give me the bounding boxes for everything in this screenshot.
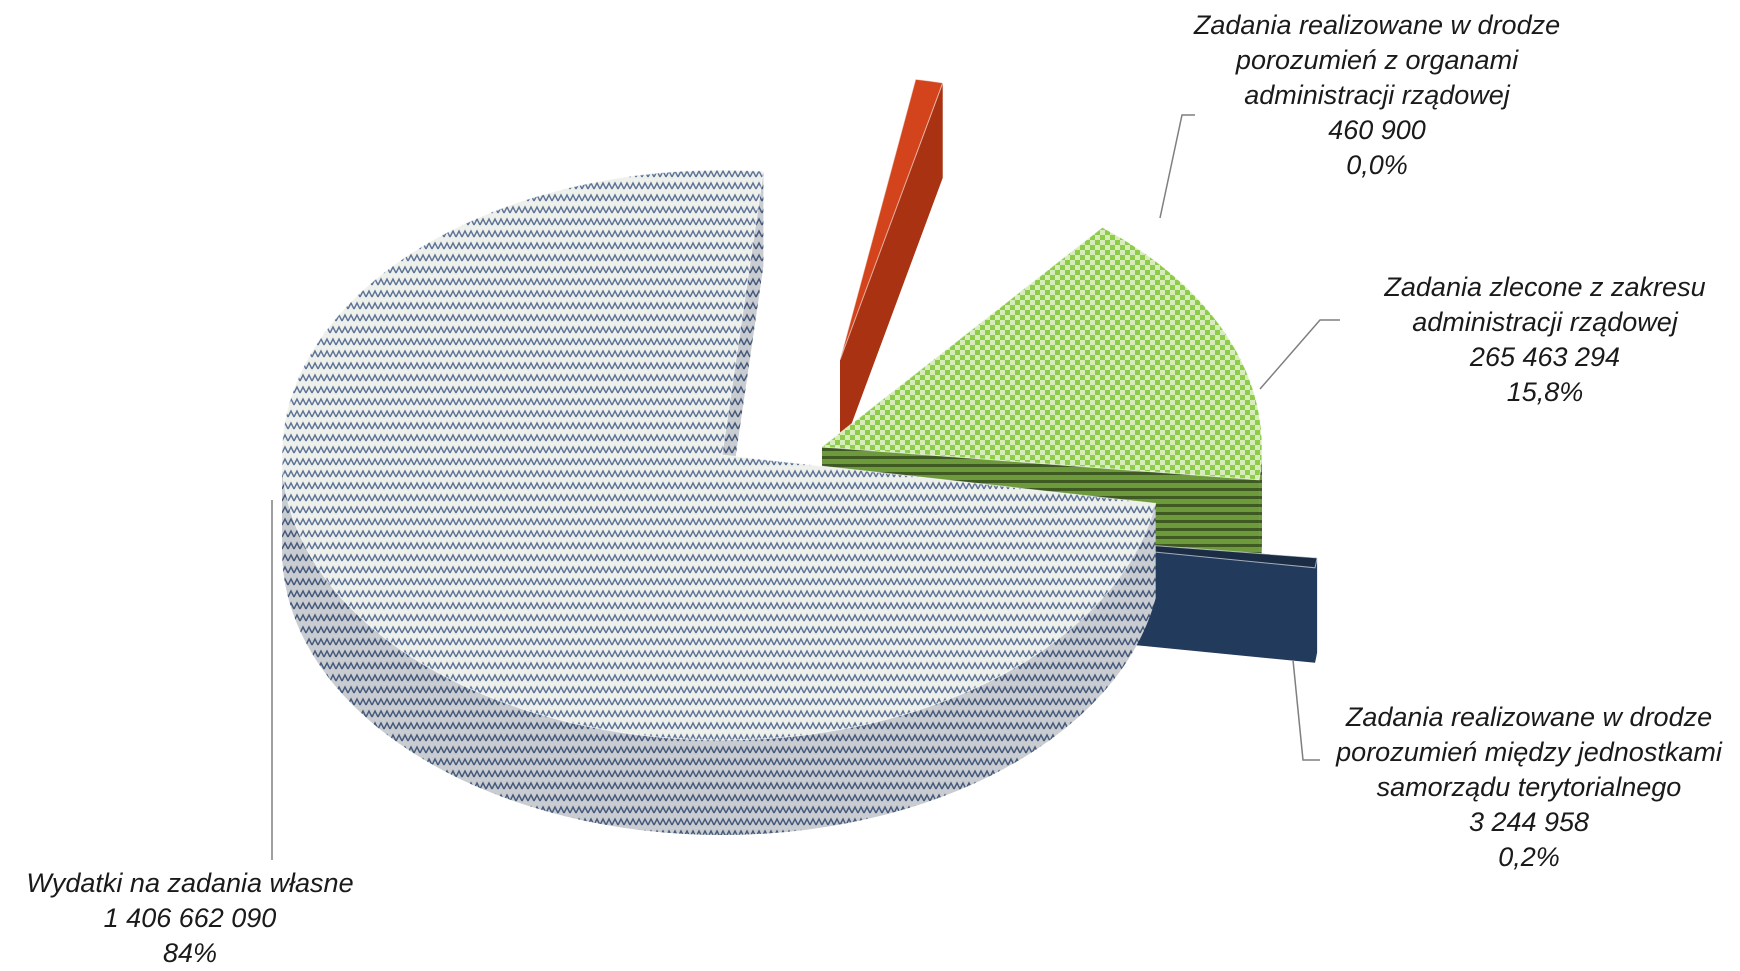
slice-name-line: administracji rządowej [1244,80,1510,110]
slice-name-line: porozumień z organami [1235,45,1519,75]
leader-line-rzadowe [1159,114,1195,219]
slice-name-line: Zadania zlecone z zakresu [1384,272,1706,302]
leader-line-zlecone [1259,319,1340,390]
slice-name-line: administracji rządowej [1412,307,1678,337]
data-label-jst: Zadania realizowane w drodze porozumień m… [1318,700,1740,875]
slice-name-line: Zadania realizowane w drodze [1193,10,1561,40]
slice-value: 1 406 662 090 [103,903,277,933]
pie-slice-side [1259,447,1262,575]
slice-name-line: samorządu terytorialnego [1376,772,1682,802]
slice-name-line: porozumień między jednostkami [1336,737,1722,767]
slice-name-line: Wydatki na zadania własne [26,868,354,898]
pie-slice-side [1315,557,1318,663]
slice-value: 3 244 958 [1468,807,1590,837]
slice-percent: 15,8% [1506,377,1584,407]
slice-percent: 0,0% [1346,150,1408,180]
pie-slice-top [281,169,1157,741]
pie-slice-wall [840,82,943,455]
slice-value: 265 463 294 [1469,342,1621,372]
data-label-zlecone: Zadania zlecone z zakresu administracji r… [1350,270,1740,410]
leader-line-jst [1292,659,1320,761]
pie-slice-wall [722,171,764,551]
slice-value: 460 900 [1328,115,1426,145]
slice-percent: 84% [162,938,218,968]
pie-slice-top [839,78,944,361]
pie-slice-side [282,455,1156,835]
pie-slice-rzadowe [839,78,944,456]
pie-slice-wlasne [281,169,1157,835]
data-label-wlasne: Wydatki na zadania własne 1 406 662 090 84… [12,866,368,971]
slice-name-line: Zadania realizowane w drodze [1345,702,1713,732]
data-label-rzadowe: Zadania realizowane w drodze porozumień z… [1175,8,1579,183]
slice-percent: 0,2% [1498,842,1560,872]
pie-slice-top [820,226,1263,481]
